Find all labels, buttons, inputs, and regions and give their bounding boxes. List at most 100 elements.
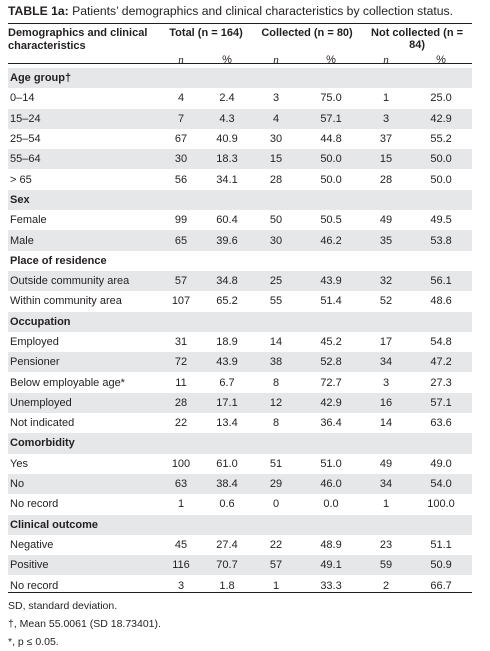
- cell: 18.3: [202, 149, 253, 170]
- data-row: Below employable age* 11 6.7 8 72.7 3 27.3: [8, 372, 472, 392]
- subheader: %: [222, 53, 232, 66]
- data-table: Demographics and clinical characteristic…: [8, 27, 473, 596]
- cell: 49.1: [300, 555, 363, 576]
- table-body: Age group† 0–14 4 2.4 3 75.0 1 25.0 15–24 7 4.3 4 57…: [8, 68, 473, 596]
- cell: 22: [174, 417, 188, 430]
- data-row: Unemployed 28 17.1 12 42.9 16 57.1: [8, 392, 473, 414]
- cell: 63: [160, 473, 202, 495]
- cell: 14: [269, 336, 283, 348]
- cell: 51.1: [430, 538, 452, 551]
- cell: 100.0: [427, 498, 455, 511]
- data-row: Female 99 60.4 50 50.5 49 49.5: [8, 210, 472, 230]
- data-row: Not indicated 22 13.4 8 36.4 14 63.6: [8, 413, 472, 433]
- cell: 22: [269, 538, 283, 551]
- row-label: No record: [10, 579, 59, 592]
- cell: 57: [160, 270, 202, 292]
- cell: 32: [362, 270, 411, 292]
- cell: 66.7: [430, 579, 452, 592]
- subheader-row: n% n% n%: [8, 51, 472, 68]
- cell: 25: [252, 270, 301, 292]
- data-row: Negative 45 27.4 22 48.9 23 51.1: [8, 535, 472, 555]
- cell: 54.8: [430, 336, 452, 348]
- cell: 2: [382, 579, 390, 592]
- cell: 50.0: [320, 173, 342, 186]
- cell: 27.3: [430, 376, 452, 389]
- data-row: No record 1 0.6 0 0.0 1 100.0: [8, 494, 472, 514]
- cell: 51.4: [320, 295, 342, 308]
- cell: 4: [177, 92, 185, 105]
- cell: 30: [252, 230, 301, 251]
- cell: 3: [382, 376, 390, 389]
- row-label: Negative: [10, 538, 54, 551]
- cell: 57: [252, 555, 301, 576]
- cell: 14: [379, 417, 393, 430]
- cell: 49.0: [430, 457, 452, 470]
- section-row: Occupation: [8, 311, 473, 332]
- data-row: Positive 116 70.7 57 49.1 59 50.9: [8, 555, 473, 576]
- cell: 63.6: [430, 417, 452, 430]
- data-row: 55–64 30 18.3 15 50.0 15 50.0: [8, 149, 473, 170]
- cell: 54.0: [410, 473, 473, 495]
- data-row: Outside community area 57 34.8 25 43.9 32 56.1: [8, 270, 473, 292]
- footnote: †, Mean 55.0061 (SD 18.73401).: [8, 618, 161, 630]
- cell: 49.5: [430, 214, 452, 227]
- cell: 1: [272, 579, 280, 592]
- cell: 34.1: [216, 173, 238, 186]
- section-row: Comorbidity: [8, 433, 473, 454]
- cell: 1: [177, 498, 185, 511]
- cell: 65.2: [216, 295, 238, 308]
- data-row: Pensioner 72 43.9 38 52.8 34 47.2: [8, 352, 473, 373]
- row-label: 55–64: [8, 149, 160, 170]
- cell: 53.8: [410, 230, 473, 251]
- rule: [8, 63, 472, 64]
- cell: 44.8: [320, 133, 342, 146]
- cell: 16: [362, 392, 411, 414]
- cell: 52: [379, 295, 393, 308]
- section-row: Clinical outcome: [8, 514, 473, 535]
- section-heading: Place of residence: [10, 254, 107, 267]
- cell: 0.6: [219, 498, 235, 511]
- subheader: n: [383, 53, 389, 66]
- cell: 34.8: [202, 270, 253, 292]
- cell: 56.1: [410, 270, 473, 292]
- cell: 45.2: [320, 336, 342, 348]
- cell: 8: [272, 417, 280, 430]
- section-heading: Clinical outcome: [8, 514, 473, 535]
- cell: 43.9: [202, 352, 253, 373]
- table-header: Demographics and clinical characteristic…: [8, 27, 472, 68]
- cell: 37: [379, 133, 393, 146]
- cell: 67: [174, 133, 188, 146]
- cell: 50: [269, 214, 283, 227]
- cell: 75.0: [320, 92, 342, 105]
- row-label: Employed: [10, 336, 59, 348]
- cell: 49: [379, 214, 393, 227]
- row-label: 15–24: [8, 108, 160, 129]
- cell: 33.3: [320, 579, 342, 592]
- row-label: Below employable age*: [10, 376, 125, 389]
- cell: 65: [160, 230, 202, 251]
- row-label: No: [8, 473, 160, 495]
- cell: 1.8: [219, 579, 235, 592]
- cell: 34: [362, 352, 411, 373]
- cell: 17.1: [202, 392, 253, 414]
- cell: 11: [175, 376, 187, 389]
- table-title: TABLE 1a: Patients’ demographics and cli…: [8, 4, 482, 18]
- cell: 51: [269, 457, 283, 470]
- cell: 28: [160, 392, 202, 414]
- cell: 23: [379, 538, 393, 551]
- row-label: Yes: [10, 457, 28, 470]
- cell: 3: [362, 108, 411, 129]
- subheader: %: [436, 53, 446, 66]
- cell: 38: [252, 352, 301, 373]
- row-label: 0–14: [10, 92, 35, 105]
- cell: 34: [362, 473, 411, 495]
- cell: 42.9: [300, 392, 363, 414]
- cell: 59: [362, 555, 411, 576]
- row-label: Pensioner: [8, 352, 160, 373]
- row-label: Male: [8, 230, 160, 251]
- cell: 43.9: [300, 270, 363, 292]
- section-heading: Sex: [8, 189, 473, 211]
- row-label: > 65: [10, 173, 32, 186]
- cell: 48.6: [430, 295, 452, 308]
- data-row: Yes 100 61.0 51 51.0 49 49.0: [8, 454, 472, 474]
